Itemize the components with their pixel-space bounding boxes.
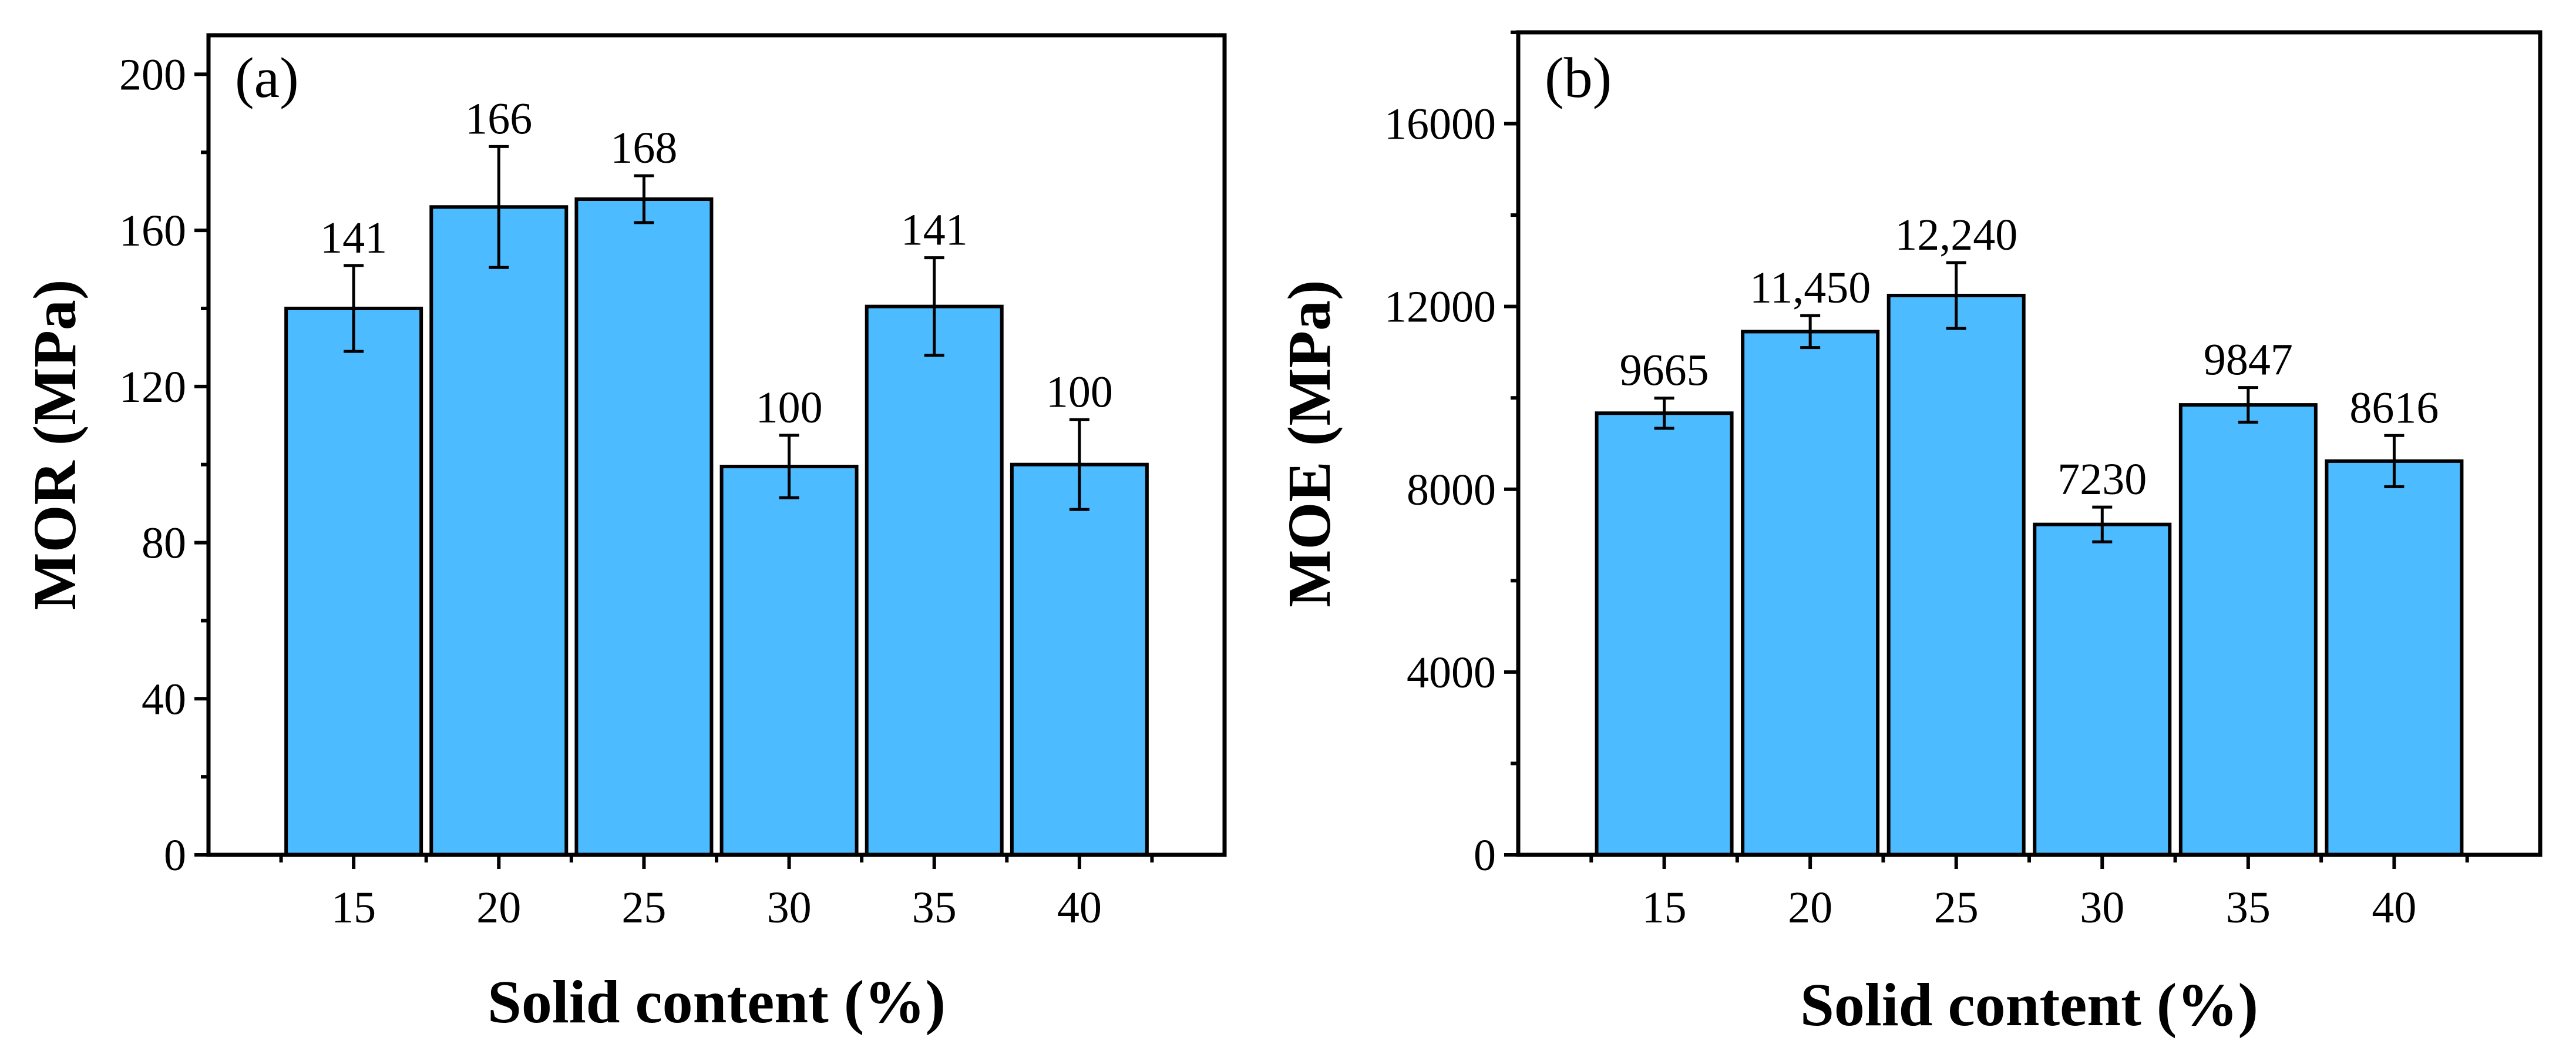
value-label: 141 — [901, 206, 968, 255]
bar-25 — [574, 197, 714, 857]
x-tick-label: 20 — [476, 883, 521, 932]
panel-label: (b) — [1545, 46, 1612, 110]
x-axis-title: Solid content (%) — [487, 968, 946, 1036]
y-axis-title: MOR (MPa) — [21, 279, 89, 610]
x-tick-label: 35 — [912, 883, 957, 932]
x-ticks-group: 15 20 25 30 35 40 — [279, 855, 1154, 932]
y-tick-label: 0 — [164, 831, 186, 880]
y-tick-label: 4000 — [1407, 648, 1496, 697]
bar-15 — [284, 307, 423, 857]
x-tick-label: 35 — [2226, 883, 2271, 932]
x-tick-label: 20 — [1788, 883, 1832, 932]
error-bars-group — [1654, 261, 2405, 543]
bars-group — [284, 197, 1149, 857]
value-label: 9847 — [2204, 335, 2293, 385]
bar-30 — [719, 465, 859, 857]
value-label: 7230 — [2057, 455, 2147, 504]
y-tick-label: 40 — [142, 674, 186, 724]
value-label: 12,240 — [1895, 210, 2017, 260]
y-tick-label: 16000 — [1384, 100, 1496, 149]
y-ticks-group: 0 40 80 120 160 200 — [119, 50, 208, 880]
x-ticks-group: 15 20 25 30 35 40 — [1589, 855, 2469, 932]
bar-20 — [429, 205, 569, 857]
x-tick-label: 25 — [1934, 883, 1979, 932]
bar-35 — [2178, 403, 2318, 857]
x-axis-title: Solid content (%) — [1800, 971, 2258, 1039]
bar-20 — [1741, 330, 1880, 857]
value-label: 100 — [1046, 367, 1113, 417]
x-tick-label: 40 — [1057, 883, 1102, 932]
y-tick-label: 160 — [119, 206, 186, 256]
x-tick-label: 30 — [2080, 883, 2124, 932]
y-axis-title: MOE (MPa) — [1276, 280, 1343, 607]
y-tick-label: 12000 — [1384, 283, 1496, 332]
value-labels-group: 141 166 168 100 141 100 — [320, 94, 1113, 432]
bar-15 — [1595, 411, 1734, 857]
y-tick-label: 200 — [119, 50, 186, 99]
x-tick-label: 15 — [331, 883, 376, 932]
chart-panel-b: 9665 11,450 12,240 7230 9847 8616 0 4000 8000 12… — [1276, 30, 2543, 1039]
error-bars-group — [344, 145, 1089, 511]
y-ticks-group: 0 4000 8000 12000 16000 — [1384, 31, 1518, 880]
chart-panel-a: 141 166 168 100 141 100 0 40 80 120 160 200 15 20 25… — [21, 33, 1227, 1036]
bars-group — [1595, 294, 2464, 857]
value-label: 8616 — [2349, 383, 2439, 432]
bar-35 — [865, 304, 1004, 857]
bar-40 — [2325, 459, 2464, 857]
value-label: 168 — [610, 123, 677, 173]
value-label: 166 — [465, 94, 532, 143]
value-label: 141 — [320, 213, 387, 263]
y-tick-label: 120 — [119, 363, 186, 412]
x-tick-label: 25 — [621, 883, 666, 932]
value-labels-group: 9665 11,450 12,240 7230 9847 8616 — [1620, 210, 2439, 504]
value-label: 9665 — [1620, 346, 1709, 395]
value-label: 100 — [756, 383, 823, 432]
panel-label: (a) — [235, 46, 299, 110]
y-tick-label: 8000 — [1407, 465, 1496, 515]
y-tick-label: 80 — [142, 519, 186, 568]
value-label: 11,450 — [1750, 263, 1871, 313]
x-tick-label: 30 — [767, 883, 812, 932]
x-tick-label: 15 — [1642, 883, 1687, 932]
y-tick-label: 0 — [1474, 831, 1496, 880]
bar-30 — [2033, 522, 2172, 857]
bar-25 — [1886, 294, 2026, 857]
x-tick-label: 40 — [2372, 883, 2416, 932]
bar-40 — [1010, 462, 1149, 857]
